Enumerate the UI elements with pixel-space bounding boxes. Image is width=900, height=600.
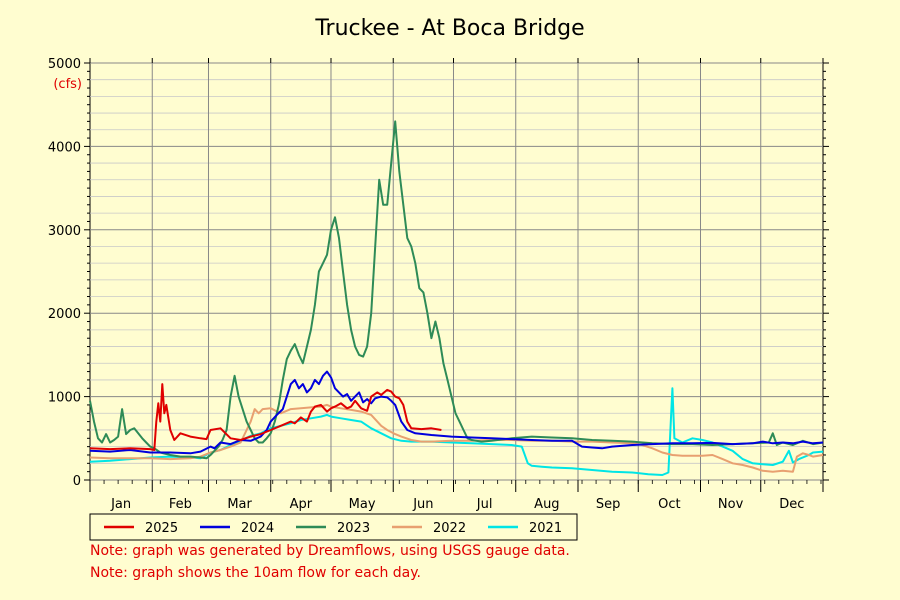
- y-tick-label: 0: [73, 474, 81, 489]
- month-label-jan: Jan: [110, 497, 131, 512]
- month-label-apr: Apr: [290, 497, 313, 512]
- y-tick-label: 5000: [48, 57, 81, 72]
- y-tick-label: 4000: [48, 140, 81, 155]
- legend-label-2021: 2021: [529, 521, 562, 536]
- legend-label-2022: 2022: [433, 521, 466, 536]
- month-label-feb: Feb: [169, 497, 192, 512]
- legend-label-2024: 2024: [241, 521, 274, 536]
- month-label-may: May: [349, 497, 376, 512]
- y-axis-unit: (cfs): [53, 77, 82, 92]
- legend-label-2025: 2025: [145, 521, 178, 536]
- y-tick-label: 3000: [48, 224, 81, 239]
- y-tick-label: 1000: [48, 391, 81, 406]
- series-line-2023: [89, 120, 824, 460]
- series-line-2021: [89, 387, 824, 476]
- legend-label-2023: 2023: [337, 521, 370, 536]
- month-label-jul: Jul: [476, 497, 493, 512]
- month-label-sep: Sep: [596, 497, 621, 512]
- note-source: Note: graph was generated by Dreamflows,…: [90, 543, 570, 559]
- series-line-2025: [89, 383, 442, 451]
- month-label-mar: Mar: [227, 497, 252, 512]
- note-time: Note: graph shows the 10am flow for each…: [90, 565, 421, 581]
- y-tick-label: 2000: [48, 307, 81, 322]
- series-line-2024: [89, 370, 824, 455]
- series-line-2022: [89, 403, 824, 473]
- month-label-aug: Aug: [534, 497, 559, 512]
- month-label-nov: Nov: [718, 497, 744, 512]
- chart-title: Truckee - At Boca Bridge: [314, 16, 584, 41]
- month-label-dec: Dec: [779, 497, 804, 512]
- month-label-jun: Jun: [412, 497, 433, 512]
- month-label-oct: Oct: [658, 497, 680, 512]
